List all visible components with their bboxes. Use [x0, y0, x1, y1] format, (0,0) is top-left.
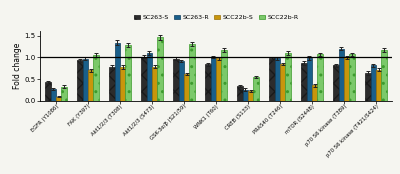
Bar: [61, 86, 66, 101]
Bar: [174, 59, 179, 101]
Bar: [307, 58, 312, 101]
Bar: [238, 86, 243, 101]
Bar: [189, 44, 194, 101]
Bar: [334, 65, 339, 101]
Bar: [56, 97, 61, 101]
Bar: [211, 57, 216, 101]
Bar: [152, 67, 157, 101]
Bar: [88, 70, 93, 101]
Bar: [221, 50, 226, 101]
Bar: [371, 65, 376, 101]
Bar: [376, 70, 381, 101]
Bar: [93, 55, 98, 101]
Bar: [46, 82, 51, 101]
Bar: [302, 63, 307, 101]
Bar: [248, 91, 253, 101]
Bar: [115, 43, 120, 101]
Bar: [344, 57, 349, 101]
Bar: [366, 73, 371, 101]
Bar: [280, 64, 285, 101]
Bar: [110, 67, 115, 101]
Bar: [312, 85, 317, 101]
Bar: [147, 53, 152, 101]
Bar: [275, 58, 280, 101]
Bar: [381, 50, 386, 101]
Bar: [339, 49, 344, 101]
Bar: [216, 58, 221, 101]
Bar: [184, 74, 189, 101]
Bar: [120, 67, 125, 101]
Bar: [142, 57, 147, 101]
Bar: [51, 89, 56, 101]
Y-axis label: Fold change: Fold change: [13, 43, 22, 89]
Bar: [83, 59, 88, 101]
Legend: SC263-S, SC263-R, SCC22b-S, SCC22b-R: SC263-S, SC263-R, SCC22b-S, SCC22b-R: [132, 14, 300, 21]
Bar: [317, 54, 322, 101]
Bar: [243, 90, 248, 101]
Bar: [206, 64, 211, 101]
Bar: [349, 54, 354, 101]
Bar: [179, 61, 184, 101]
Bar: [157, 37, 162, 101]
Bar: [253, 77, 258, 101]
Bar: [270, 58, 275, 101]
Bar: [78, 61, 83, 101]
Bar: [125, 45, 130, 101]
Bar: [285, 53, 290, 101]
